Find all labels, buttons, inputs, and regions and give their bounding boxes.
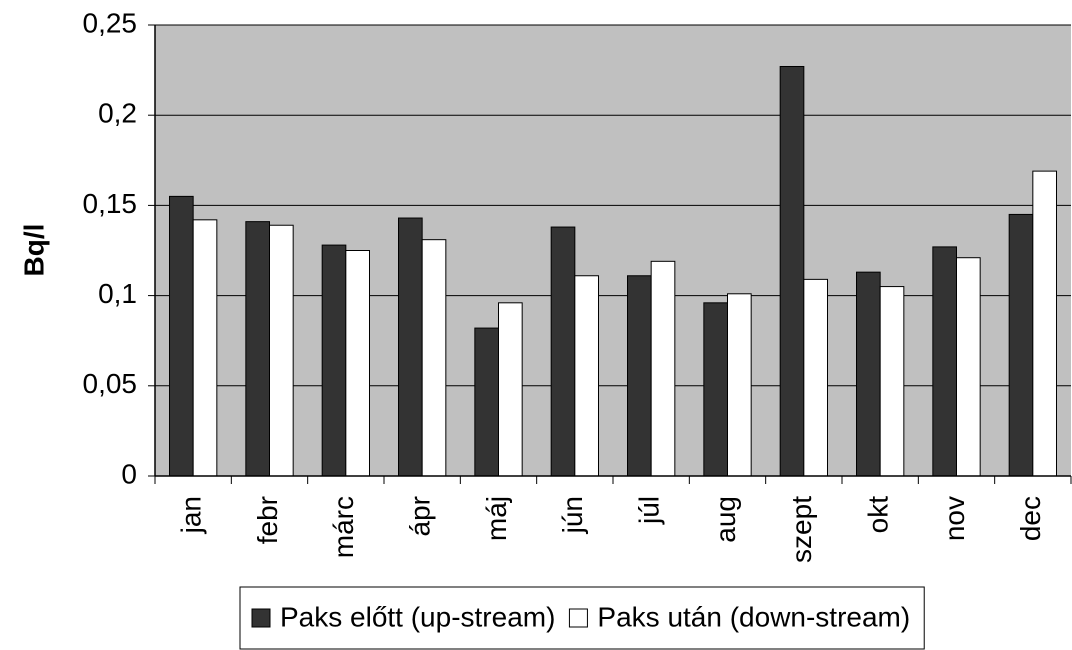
legend-swatch [251, 608, 271, 628]
x-tick-label: okt [863, 496, 894, 534]
bar [321, 244, 347, 477]
y-tick-label: 0 [121, 458, 137, 489]
y-axis-label: Bq/l [18, 224, 49, 277]
bar [550, 226, 576, 477]
plot-area [155, 25, 1071, 476]
bar [574, 275, 599, 477]
x-tick-label: ápr [405, 496, 436, 536]
y-tick-label: 0,25 [83, 7, 138, 38]
bar [398, 217, 423, 477]
legend: Paks előtt (up-stream) Paks után (down-st… [239, 586, 925, 650]
bar [803, 278, 828, 477]
y-tick-label: 0,05 [83, 368, 138, 399]
bar [650, 260, 676, 477]
bar [421, 239, 447, 477]
bar [727, 293, 752, 477]
x-tick-label: nov [939, 496, 970, 541]
bar [474, 327, 500, 477]
x-tick-label: szept [786, 496, 817, 563]
x-tick-label: márc [328, 496, 359, 558]
bar [627, 275, 652, 477]
bar [1008, 213, 1034, 477]
legend-swatch [568, 608, 588, 628]
x-tick-label: aug [710, 496, 741, 543]
bar [169, 195, 194, 477]
bar [245, 221, 271, 477]
bar [1032, 170, 1057, 477]
bar [932, 246, 958, 477]
bar [703, 302, 729, 477]
bar [879, 286, 905, 477]
x-tick-label: máj [481, 496, 512, 541]
bar [269, 224, 294, 477]
legend-label: Paks után (down-stream) [597, 601, 910, 632]
bar [956, 257, 981, 477]
bar [856, 271, 881, 477]
x-tick-label: jún [557, 496, 588, 534]
x-tick-label: dec [1015, 496, 1046, 541]
y-tick-label: 0,1 [98, 278, 137, 309]
bar [779, 65, 805, 477]
y-tick-label: 0,15 [83, 188, 138, 219]
x-tick-label: jan [176, 496, 207, 534]
bar [498, 302, 523, 477]
y-tick-label: 0,2 [98, 98, 137, 129]
bar [345, 250, 370, 477]
x-tick-label: júl [634, 496, 665, 525]
bar [192, 219, 218, 477]
legend-label: Paks előtt (up-stream) [280, 601, 555, 632]
x-tick-label: febr [252, 496, 283, 544]
